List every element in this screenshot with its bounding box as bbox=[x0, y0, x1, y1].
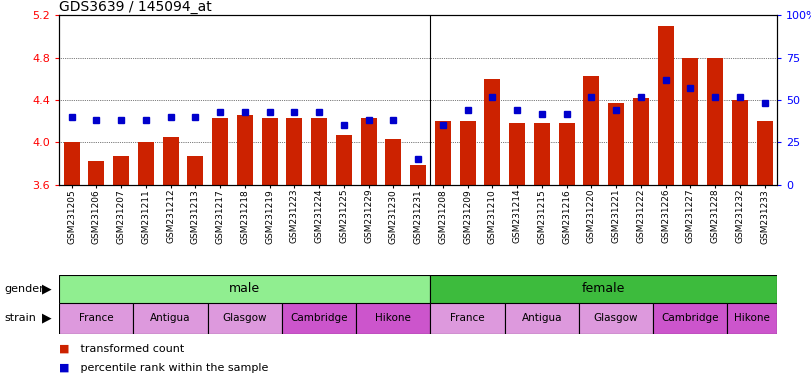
Bar bbox=[509, 123, 525, 185]
Bar bbox=[138, 142, 154, 185]
Bar bbox=[385, 139, 401, 185]
Text: Hikone: Hikone bbox=[734, 313, 770, 323]
Bar bbox=[113, 156, 129, 185]
Bar bbox=[431, 275, 777, 303]
Text: gender: gender bbox=[4, 284, 44, 294]
Text: France: France bbox=[79, 313, 114, 323]
Bar bbox=[727, 303, 777, 334]
Bar bbox=[410, 165, 426, 185]
Text: Cambridge: Cambridge bbox=[290, 313, 348, 323]
Bar bbox=[583, 76, 599, 185]
Text: France: France bbox=[450, 313, 485, 323]
Text: ▶: ▶ bbox=[42, 312, 52, 325]
Text: percentile rank within the sample: percentile rank within the sample bbox=[77, 363, 268, 373]
Text: GDS3639 / 145094_at: GDS3639 / 145094_at bbox=[59, 0, 212, 14]
Bar bbox=[59, 303, 134, 334]
Bar bbox=[187, 156, 204, 185]
Bar bbox=[336, 135, 352, 185]
Text: Glasgow: Glasgow bbox=[594, 313, 638, 323]
Bar bbox=[682, 58, 698, 185]
Bar bbox=[579, 303, 653, 334]
Text: Hikone: Hikone bbox=[375, 313, 411, 323]
Bar bbox=[504, 303, 579, 334]
Bar bbox=[534, 123, 550, 185]
Bar bbox=[732, 100, 748, 185]
Bar bbox=[757, 121, 773, 185]
Bar bbox=[208, 303, 282, 334]
Bar bbox=[707, 58, 723, 185]
Text: strain: strain bbox=[4, 313, 36, 323]
Text: transformed count: transformed count bbox=[77, 344, 184, 354]
Bar bbox=[435, 121, 451, 185]
Bar bbox=[88, 161, 105, 185]
Text: female: female bbox=[582, 282, 625, 295]
Text: Cambridge: Cambridge bbox=[662, 313, 719, 323]
Text: Antigua: Antigua bbox=[150, 313, 191, 323]
Bar bbox=[484, 79, 500, 185]
Text: ■: ■ bbox=[59, 344, 70, 354]
Bar bbox=[658, 26, 674, 185]
Bar bbox=[311, 118, 327, 185]
Bar bbox=[59, 275, 431, 303]
Bar bbox=[212, 118, 228, 185]
Bar bbox=[286, 118, 303, 185]
Bar bbox=[633, 98, 649, 185]
Bar bbox=[460, 121, 475, 185]
Text: Antigua: Antigua bbox=[521, 313, 562, 323]
Bar bbox=[134, 303, 208, 334]
Bar bbox=[608, 103, 624, 185]
Bar bbox=[361, 118, 376, 185]
Text: ▶: ▶ bbox=[42, 282, 52, 295]
Bar bbox=[653, 303, 727, 334]
Text: male: male bbox=[230, 282, 260, 295]
Bar bbox=[162, 137, 178, 185]
Bar bbox=[431, 303, 504, 334]
Bar bbox=[261, 118, 277, 185]
Bar bbox=[237, 115, 253, 185]
Bar bbox=[356, 303, 431, 334]
Text: Glasgow: Glasgow bbox=[222, 313, 267, 323]
Bar bbox=[282, 303, 356, 334]
Text: ■: ■ bbox=[59, 363, 70, 373]
Bar bbox=[559, 123, 575, 185]
Bar bbox=[63, 142, 79, 185]
